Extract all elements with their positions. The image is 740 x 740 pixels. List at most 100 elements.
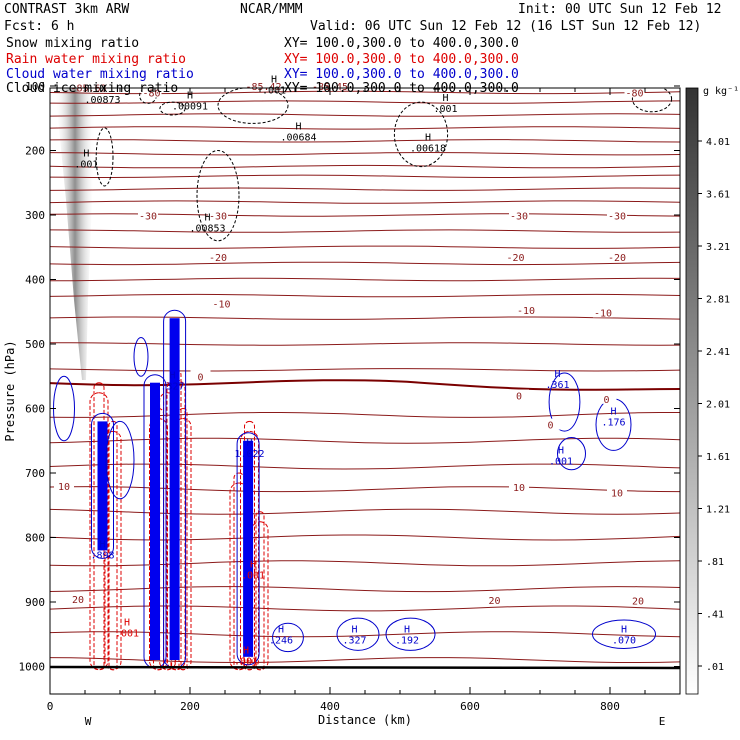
- y-tick-label: 500: [25, 338, 45, 351]
- isotherm-label: 20: [72, 595, 84, 606]
- cloud-contour: [272, 622, 304, 653]
- colorbar-level: 1.61: [706, 452, 730, 463]
- maximum-marker: H: [204, 212, 210, 223]
- rain-contour: [255, 511, 265, 671]
- isotherm: [50, 293, 680, 298]
- maximum-value: .00618: [410, 144, 446, 155]
- isotherm-label-bg: [505, 250, 526, 262]
- isotherm-label: -10: [517, 306, 535, 317]
- isotherm-label-bg: [509, 209, 529, 221]
- x-tick-label: 200: [180, 700, 200, 713]
- colorbar-level: 2.41: [706, 347, 730, 358]
- maximum-value: .898: [90, 550, 114, 561]
- isotherm-label-bg: [607, 486, 627, 498]
- isotherm-label-bg: [208, 250, 228, 262]
- colorbar-level: 3.21: [706, 242, 730, 253]
- isotherm-label: -30: [608, 212, 626, 223]
- maximum-marker: H: [246, 438, 252, 449]
- isotherm-label: 10: [611, 488, 623, 499]
- isotherm-label: -10: [594, 308, 612, 319]
- isotherm-label: 10: [58, 482, 70, 493]
- maximum-value: .001: [74, 160, 98, 171]
- cloud-contour: [592, 619, 656, 649]
- cloud-contour: [557, 437, 586, 471]
- colorbar-level: 3.61: [706, 190, 730, 201]
- rain-contour: [233, 472, 245, 671]
- isotherm: [50, 164, 680, 169]
- y-tick-label: 900: [25, 596, 45, 609]
- x-tick-label: 600: [460, 700, 480, 713]
- isotherm: [50, 245, 680, 249]
- isotherm-label-bg: [593, 306, 613, 318]
- colorbar: [685, 87, 699, 695]
- maximum-marker: H: [610, 407, 616, 418]
- maximum-value: .00091: [172, 102, 208, 113]
- isotherm-label-bg: [141, 86, 162, 98]
- cloud-water-core: [150, 382, 160, 661]
- cloud-contour: [53, 375, 75, 442]
- isotherm-label: 0: [516, 392, 522, 403]
- isotherm-label: -10: [212, 299, 230, 310]
- isotherm: [50, 139, 680, 143]
- ground-line: [49, 665, 681, 670]
- ice-contour: [393, 101, 449, 168]
- cloud-water-core: [243, 440, 254, 657]
- valid-time: Valid: 06 UTC Sun 12 Feb 12 (16 LST Sun …: [310, 19, 702, 34]
- legend-snow-xy: XY= 100.0,300.0 to 400.0,300.0: [284, 36, 519, 51]
- maximum-value: .327: [160, 382, 184, 393]
- legend-rain-xy: XY= 100.0,300.0 to 400.0,300.0: [284, 52, 519, 67]
- isotherm-label: 20: [488, 596, 500, 607]
- isotherm-label-bg: [509, 389, 529, 401]
- ice-contour: [217, 88, 289, 124]
- isotherm-label: 10: [513, 483, 525, 494]
- isotherm-label-bg: [484, 594, 505, 606]
- maximum-marker: H: [243, 645, 249, 656]
- maximum-value: .00684: [280, 133, 316, 144]
- legend-cloud-xy: XY= 100.0,300.0 to 400.0,300.0: [284, 67, 519, 82]
- legend-cloud-field: Cloud water mixing ratio: [6, 67, 194, 82]
- isotherm: [50, 200, 680, 204]
- cloud-water-core: [97, 421, 108, 551]
- isotherm: [50, 187, 680, 191]
- isotherm-label-bg: [253, 80, 274, 91]
- rain-contour: [240, 430, 259, 671]
- isotherm: [50, 100, 680, 104]
- isotherm: [50, 126, 680, 130]
- y-tick-label: 700: [25, 467, 45, 480]
- x-end-label-west: W: [85, 715, 92, 728]
- isotherm-label-bg: [78, 81, 99, 93]
- isotherm-label-bg: [628, 594, 648, 606]
- maximum-value: .001: [262, 85, 286, 96]
- isotherm: [50, 368, 680, 372]
- maximum-value: .001: [433, 104, 457, 115]
- maximum-marker: H: [404, 625, 410, 636]
- colorbar-level: 4.01: [706, 137, 730, 148]
- maximum-marker: H: [124, 618, 130, 629]
- maximum-value: .176: [601, 418, 625, 429]
- maximum-value: .070: [612, 636, 636, 647]
- colorbar-level: .01: [706, 662, 724, 673]
- colorbar-level: 1.21: [706, 505, 730, 516]
- maximum-marker: H: [295, 122, 301, 133]
- isotherm-label-bg: [516, 303, 536, 315]
- isotherm-label-bg: [54, 479, 74, 491]
- ice-contour: [631, 88, 673, 113]
- isotherm-label: -30: [209, 212, 227, 223]
- maximum-marker: H: [554, 369, 560, 380]
- isotherm-label: -85.63: [70, 83, 106, 94]
- maximum-value: .192: [395, 636, 419, 647]
- maximum-marker: H: [442, 93, 448, 104]
- isotherm-label-bg: [509, 481, 529, 493]
- legend-ice-field: Cloud ice mixing ratio: [6, 81, 179, 96]
- isotherm-label: 0: [197, 372, 203, 383]
- maximum-value: .361: [545, 380, 569, 391]
- isotherm-label-bg: [190, 370, 211, 382]
- colorbar-unit: g kg⁻¹: [703, 86, 739, 97]
- maximum-marker: H: [271, 74, 277, 85]
- isotherm-label-bg: [596, 392, 617, 404]
- isotherm: [50, 174, 680, 178]
- org-label: NCAR/MMM: [240, 2, 303, 17]
- isotherm: [50, 261, 680, 266]
- legend-rain-field: Rain water mixing ratio: [6, 52, 187, 67]
